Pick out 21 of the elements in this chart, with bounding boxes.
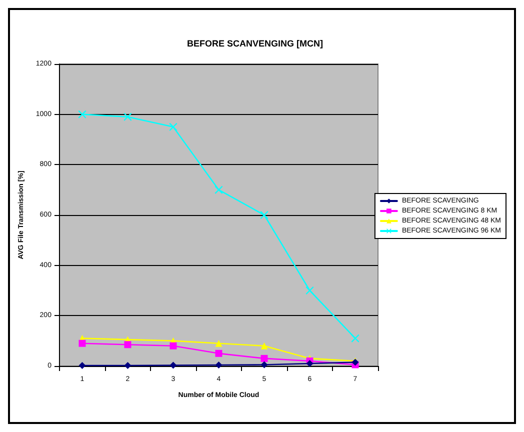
point [124, 112, 132, 121]
point [260, 361, 268, 368]
point [306, 360, 314, 367]
point [260, 211, 268, 219]
point [260, 342, 268, 350]
point [124, 362, 132, 369]
point [124, 341, 132, 348]
point [215, 361, 222, 368]
point [78, 110, 86, 118]
point [170, 342, 177, 350]
point [306, 286, 314, 294]
point [170, 362, 177, 369]
point [351, 334, 360, 342]
point [215, 350, 222, 357]
point [78, 340, 86, 347]
point [214, 186, 223, 194]
chart-title: BEFORE SCANVENGING [MCN] [186, 38, 324, 48]
point [169, 122, 178, 131]
point [78, 362, 86, 369]
point [260, 354, 268, 362]
point [215, 340, 222, 347]
